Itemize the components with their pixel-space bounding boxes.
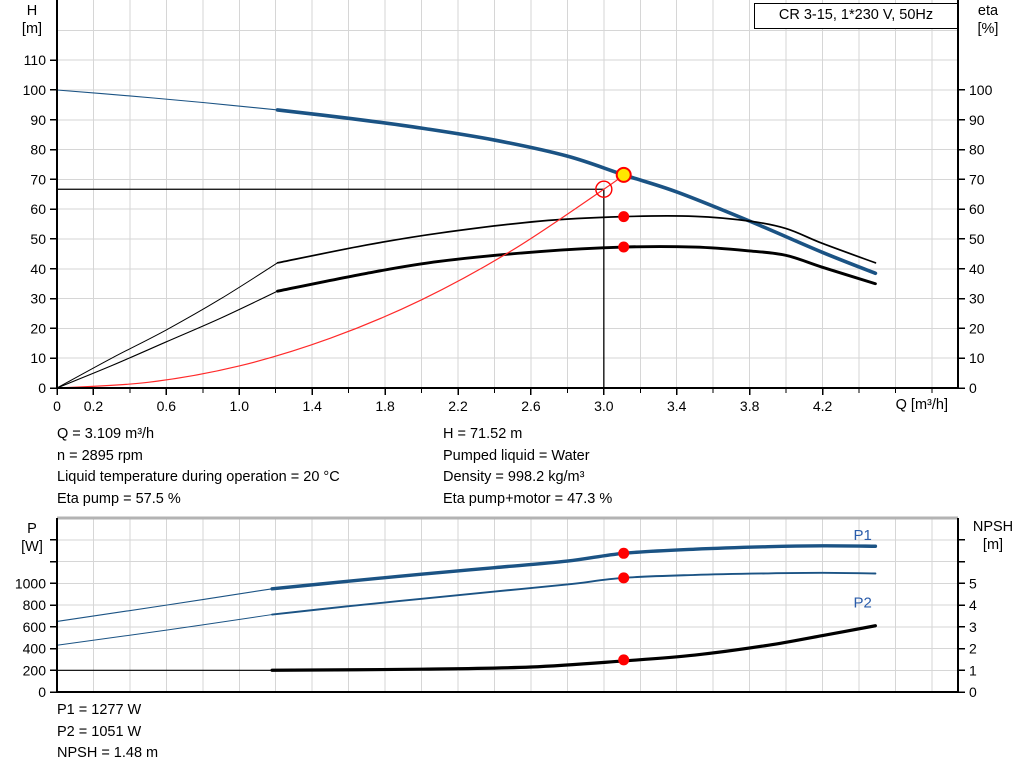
system-curve — [56, 174, 625, 389]
operating-point — [615, 166, 632, 183]
y-axis-tick-label: 60 — [969, 201, 985, 217]
npsh-point — [618, 654, 630, 666]
y-axis-tick-label: 10 — [30, 350, 46, 366]
h-axis-title-line1: H — [26, 3, 38, 19]
y-axis-tick-label: 0 — [38, 380, 46, 396]
y-axis-tick-label: 0 — [969, 380, 977, 396]
y-axis-tick-label: 100 — [969, 82, 993, 98]
p-axis-title-line1: P — [27, 521, 37, 537]
p1-curve — [56, 588, 273, 622]
duty-annotations-right: H = 71.52 m Pumped liquid = Water Densit… — [443, 424, 612, 510]
p2-curve — [56, 614, 273, 646]
x-axis-tick-label: 3.8 — [740, 398, 760, 414]
eta-pump-curve — [56, 262, 279, 389]
annotation-npsh: NPSH = 1.48 m — [57, 745, 159, 761]
x-axis-tick-label: 0 — [53, 398, 61, 414]
annotation-h: H = 71.52 m — [443, 426, 523, 442]
y-axis-tick-label: 80 — [969, 142, 985, 158]
npsh-curve — [270, 624, 878, 672]
y-axis-tick-label: 400 — [23, 641, 47, 657]
y-axis-tick-label: 60 — [30, 201, 46, 217]
annotation-density: Density = 998.2 kg/m³ — [443, 469, 585, 485]
h-axis-title: H [m] — [8, 2, 56, 38]
y-axis-tick-label: 0 — [969, 684, 977, 700]
requested-duty-point — [595, 180, 613, 198]
p2-point — [618, 572, 630, 584]
annotation-q: Q = 3.109 m³/h — [57, 426, 155, 442]
curve-label-p1: P1 — [853, 527, 871, 544]
y-axis-tick-label: 70 — [30, 171, 46, 187]
y-axis-tick-label: 1000 — [15, 575, 46, 591]
x-axis-tick-label: 3.4 — [667, 398, 687, 414]
x-axis-tick-label: 2.2 — [448, 398, 468, 414]
y-axis-tick-label: 20 — [969, 320, 985, 336]
y-axis-tick-label: 0 — [38, 684, 46, 700]
npsh-axis-title-line1: NPSH — [972, 519, 1014, 535]
y-axis-tick-label: 40 — [30, 261, 46, 277]
y-axis-tick-label: 90 — [30, 112, 46, 128]
y-axis-tick-label: 50 — [969, 231, 985, 247]
annotation-p1: P1 = 1277 W — [57, 702, 142, 718]
eta-axis-title-line2: [%] — [977, 21, 999, 37]
y-axis-tick-label: 30 — [30, 291, 46, 307]
power-annotations: P1 = 1277 W P2 = 1051 W NPSH = 1.48 m — [57, 700, 158, 765]
y-axis-tick-label: 2 — [969, 641, 977, 657]
eta-pump-motor-curve — [56, 290, 279, 389]
eta-pump-point — [618, 211, 630, 223]
npsh-axis-title-line2: [m] — [982, 537, 1004, 553]
h-axis-title-line2: [m] — [21, 21, 43, 37]
y-axis-tick-label: 4 — [969, 597, 977, 613]
y-axis-tick-label: 600 — [23, 619, 47, 635]
y-axis-tick-label: 70 — [969, 171, 985, 187]
y-axis-tick-label: 80 — [30, 142, 46, 158]
p-axis-title-line2: [W] — [21, 539, 43, 555]
y-axis-tick-label: 200 — [23, 662, 47, 678]
q-axis-title: Q [m³/h] — [895, 397, 948, 413]
eta-pump-motor-point — [618, 241, 630, 253]
y-axis-tick-label: 50 — [30, 231, 46, 247]
y-axis-tick-label: 90 — [969, 112, 985, 128]
head-curve — [56, 89, 279, 111]
x-axis-tick-label: 4.2 — [813, 398, 833, 414]
duty-annotations-left: Q = 3.109 m³/h n = 2895 rpm Liquid tempe… — [57, 424, 340, 510]
y-axis-tick-label: 1 — [969, 662, 977, 678]
y-axis-tick-label: 40 — [969, 261, 985, 277]
y-axis-tick-label: 110 — [24, 52, 47, 68]
eta-axis-title-line1: eta — [977, 3, 999, 19]
x-axis-tick-label: 1.4 — [302, 398, 322, 414]
p2-curve — [271, 571, 877, 616]
y-axis-tick-label: 800 — [23, 597, 47, 613]
x-axis-tick-label: 2.6 — [521, 398, 541, 414]
x-axis-tick-label: 1.8 — [375, 398, 395, 414]
curve-label-p2: P2 — [853, 594, 871, 611]
annotation-eta-pump: Eta pump = 57.5 % — [57, 490, 181, 507]
x-axis-tick-label: 1.0 — [230, 398, 250, 414]
annotation-pumped-liquid: Pumped liquid = Water — [443, 447, 590, 464]
x-axis-tick-label: 0.2 — [84, 398, 104, 414]
annotation-n: n = 2895 rpm — [57, 447, 143, 464]
x-axis-tick-label: 3.0 — [594, 398, 614, 414]
annotation-p2: P2 = 1051 W — [57, 723, 142, 740]
pump-model-box: CR 3-15, 1*230 V, 50Hz — [754, 3, 958, 29]
p1-curve — [270, 544, 878, 591]
npsh-axis-title: NPSH [m] — [962, 518, 1024, 554]
y-axis-tick-label: 30 — [969, 291, 985, 307]
y-axis-tick-label: 100 — [23, 82, 47, 98]
p1-point — [618, 547, 630, 559]
eta-axis-title: eta [%] — [962, 2, 1014, 38]
y-axis-tick-label: 5 — [969, 575, 977, 591]
y-axis-tick-label: 20 — [30, 320, 46, 336]
head-curve — [275, 108, 878, 276]
x-axis-tick-label: 0.6 — [157, 398, 177, 414]
annotation-liquid-temp: Liquid temperature during operation = 20… — [57, 469, 340, 485]
y-axis-tick-label: 3 — [969, 619, 977, 635]
p-axis-title: P [W] — [8, 520, 56, 556]
annotation-eta-pump-motor: Eta pump+motor = 47.3 % — [443, 490, 613, 507]
y-axis-tick-label: 10 — [969, 350, 985, 366]
